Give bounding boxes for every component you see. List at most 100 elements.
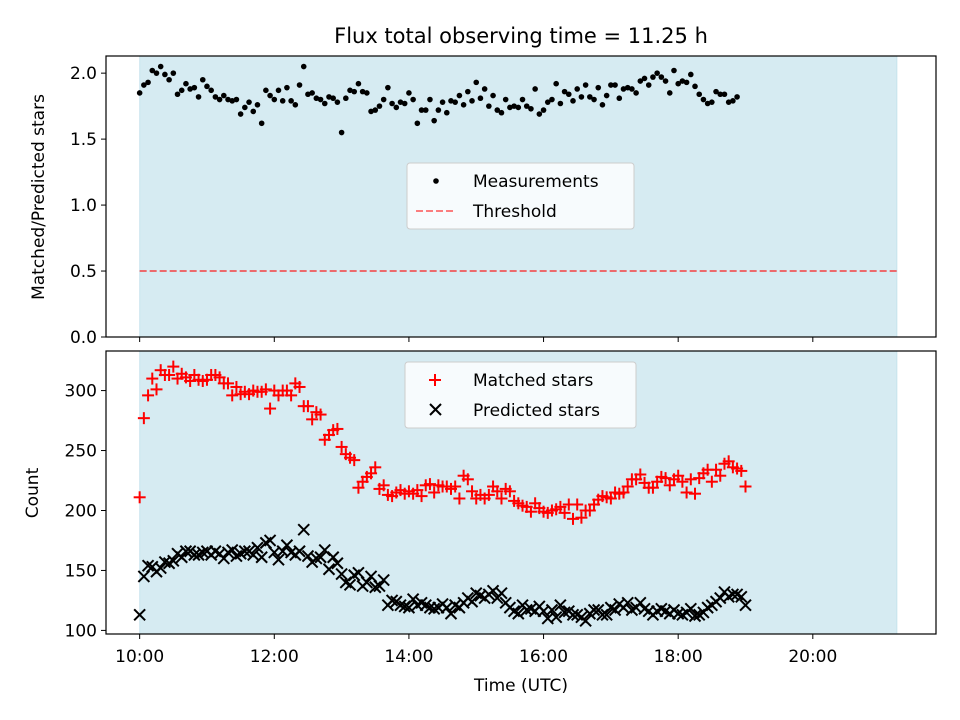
matched-star-point	[495, 492, 508, 505]
measurement-point	[616, 95, 623, 102]
matched-star-point	[259, 383, 272, 396]
predicted-star-point	[297, 523, 310, 536]
measurement-point	[515, 104, 522, 111]
measurement-point	[460, 102, 467, 108]
measurement-point	[637, 78, 644, 84]
measurement-point	[397, 99, 404, 105]
predicted-star-point	[735, 590, 748, 604]
measurement-point	[502, 96, 509, 103]
matched-star-point	[684, 473, 697, 486]
measurement-point	[574, 86, 581, 92]
matched-star-point	[558, 506, 571, 519]
measurement-point	[258, 120, 265, 127]
measurement-point	[267, 92, 273, 99]
predicted-star-point	[739, 599, 752, 612]
predicted-star-point	[322, 563, 336, 576]
measurement-point	[456, 92, 463, 99]
predicted-star-point	[335, 567, 348, 581]
measurement-point	[671, 67, 677, 74]
measurement-point	[136, 90, 143, 96]
measurement-point	[717, 91, 724, 98]
matched-star-point	[491, 485, 504, 498]
measurement-point	[321, 100, 328, 107]
matched-star-point	[293, 380, 306, 393]
matched-star-point	[285, 389, 298, 402]
measurement-point	[343, 95, 349, 102]
measurement-point	[565, 91, 572, 98]
measurement-point	[473, 79, 480, 86]
predicted-star-point	[579, 614, 592, 628]
matched-star-point	[222, 377, 235, 390]
matched-star-point	[348, 454, 361, 467]
measurement-point	[309, 90, 315, 96]
measurement-point	[654, 70, 660, 76]
measurement-point	[284, 84, 290, 91]
top-plot-frame	[105, 55, 937, 338]
matched-star-point	[634, 468, 647, 481]
measurement-point	[688, 71, 694, 78]
predicted-star-point	[549, 611, 563, 624]
measurement-point	[481, 86, 488, 92]
x-tick-label: 16:00	[519, 647, 568, 667]
predicted-star-point	[427, 602, 441, 616]
predicted-star-point	[293, 545, 306, 558]
matched-star-point	[524, 505, 537, 518]
measurement-point	[692, 83, 698, 90]
measurement-point	[658, 74, 665, 80]
bottom-y-tick-label: 250	[65, 442, 97, 462]
measurement-point	[334, 99, 341, 105]
chart-title: Flux total observing time = 11.25 h	[334, 24, 708, 48]
x-tick-label: 20:00	[788, 647, 837, 667]
measurement-point	[448, 98, 454, 104]
measurement-point	[422, 107, 429, 113]
predicted-star-point	[179, 545, 193, 558]
top-y-tick-label: 0.0	[70, 328, 97, 348]
top-x-ticks	[139, 337, 814, 342]
measurement-point	[288, 98, 294, 104]
matched-star-point	[150, 383, 163, 396]
predicted-star-point	[465, 595, 479, 608]
measurement-point	[145, 79, 151, 86]
measurement-point	[578, 94, 585, 100]
matched-star-point	[449, 480, 462, 493]
top-panel: 0.00.51.01.52.0 Matched/Predicted stars …	[29, 55, 937, 348]
measurement-point	[519, 96, 526, 103]
measurement-point	[591, 96, 597, 103]
bottom-y-axis: 100 150 200 250 300	[65, 382, 106, 641]
predicted-star-point	[406, 593, 420, 606]
matched-star-point	[466, 485, 479, 498]
predicted-star-point	[226, 543, 239, 557]
top-y-tick-label: 2.0	[70, 64, 97, 84]
measurement-point	[183, 80, 189, 87]
predicted-star-point	[377, 573, 390, 587]
legend-matched-label: Matched stars	[473, 371, 593, 391]
top-y-tick-label: 0.5	[70, 262, 97, 282]
matched-star-point	[689, 487, 702, 500]
measurement-point	[401, 100, 408, 107]
measurement-point	[191, 84, 198, 91]
matched-star-point	[482, 488, 495, 501]
measurement-point	[410, 96, 416, 103]
predicted-star-point	[373, 579, 386, 593]
legend-predicted-marker	[429, 403, 442, 416]
top-y-axis: 0.0 0.5 1.0 1.5 2.0	[70, 64, 106, 348]
measurement-point	[633, 90, 639, 96]
measurement-point	[734, 94, 740, 100]
measurement-point	[612, 82, 618, 88]
bottom-y-tick-label: 200	[65, 501, 97, 521]
measurement-point	[221, 92, 227, 99]
measurement-point	[242, 104, 248, 111]
matched-star-point	[621, 480, 634, 493]
measurement-point	[675, 80, 681, 87]
measurement-point	[443, 109, 450, 116]
bottom-plot-frame	[105, 350, 937, 635]
matched-star-point	[705, 475, 718, 488]
measurement-point	[465, 88, 471, 95]
measurement-point	[162, 71, 168, 78]
measurement-point	[170, 70, 177, 76]
measurement-point	[587, 94, 593, 100]
matched-star-point	[680, 486, 693, 499]
measurement-point	[187, 86, 193, 92]
measurement-point	[347, 87, 353, 94]
measurement-point	[351, 88, 358, 95]
